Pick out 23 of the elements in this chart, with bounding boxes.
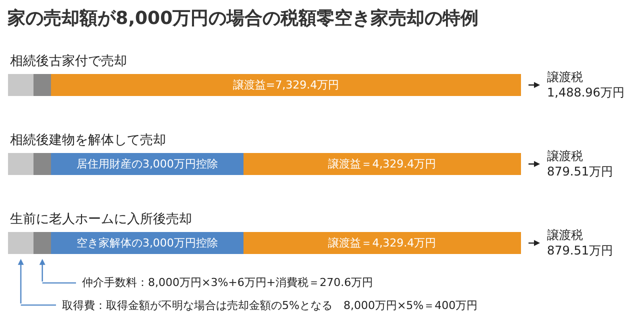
data-label: 居住用財産の3,000万円控除 xyxy=(76,158,218,171)
text: 譲渡税 879.51万円 xyxy=(547,228,613,258)
bar xyxy=(51,74,521,96)
text: 取得費：取得金額が不明な場合は売却金額の5%となる 8,000万円×5%＝400万円 xyxy=(62,299,478,312)
bar xyxy=(34,74,51,96)
data-label: 譲渡益=7,329.4万円 xyxy=(232,78,340,92)
data-label: 譲渡益＝4,329.4万円 xyxy=(328,236,436,250)
text: 譲渡税 879.51万円 xyxy=(547,149,613,179)
bar xyxy=(8,152,34,176)
bar xyxy=(243,232,521,254)
bar xyxy=(8,74,34,96)
bar xyxy=(34,232,51,254)
chart-title: 家の売却額が8,000万円の場合の税額零空き家売却の特例 xyxy=(6,8,479,30)
y-tick-label: 相続後古家付で売却 xyxy=(10,53,127,69)
data-label: 譲渡益＝4,329.4万円 xyxy=(328,158,436,171)
text: 譲渡税 1,488.96万円 xyxy=(547,70,624,100)
bar xyxy=(8,232,34,254)
y-tick-label: 生前に老人ホームに入所後売却 xyxy=(10,212,192,227)
data-label: 空き家解体の3,000万円控除 xyxy=(76,236,218,250)
y-tick-label: 相続後建物を解体して売却 xyxy=(10,133,166,148)
bar xyxy=(243,152,521,176)
bar xyxy=(34,152,51,176)
text: 仲介手数料：8,000万円×3%+6万円+消費税＝270.6万円 xyxy=(82,276,374,289)
